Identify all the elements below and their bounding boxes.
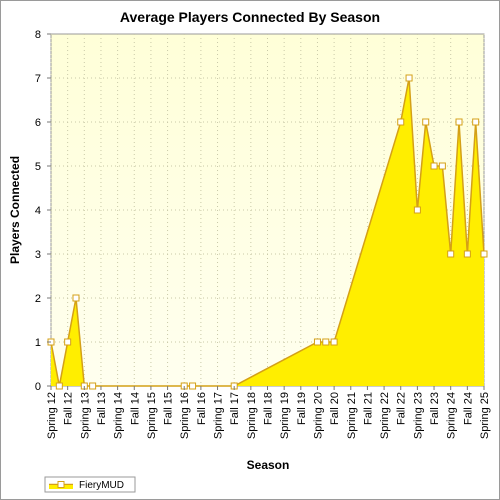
x-tick-label: Spring 19	[279, 392, 291, 439]
chart-title: Average Players Connected By Season	[120, 9, 380, 25]
data-point-marker	[55, 382, 63, 390]
data-point-marker	[64, 338, 72, 346]
y-tick-label: 3	[35, 249, 41, 261]
y-tick-label: 2	[35, 293, 41, 305]
x-tick-label: Spring 24	[446, 392, 458, 439]
y-tick-label: 8	[35, 29, 41, 41]
y-tick-label: 6	[35, 117, 41, 129]
x-tick-label: Fall 13	[96, 392, 108, 425]
x-tick-label: Fall 14	[129, 392, 141, 425]
data-point-marker	[438, 162, 446, 170]
legend-swatch-marker	[57, 481, 65, 488]
data-point-marker	[313, 338, 321, 346]
data-point-marker	[89, 382, 97, 390]
data-point-marker	[447, 250, 455, 258]
x-tick-label: Spring 14	[113, 392, 125, 439]
x-tick-label: Fall 15	[163, 392, 175, 425]
data-point-marker	[413, 206, 421, 214]
x-tick-label: Fall 16	[196, 392, 208, 425]
y-tick-label: 4	[35, 205, 41, 217]
data-point-marker	[405, 74, 413, 82]
x-tick-label: Spring 13	[79, 392, 91, 439]
x-tick-label: Fall 19	[296, 392, 308, 425]
x-tick-label: Spring 23	[412, 392, 424, 439]
y-tick-label: 1	[35, 337, 41, 349]
x-tick-label: Spring 16	[179, 392, 191, 439]
x-tick-label: Spring 20	[312, 392, 324, 439]
x-tick-label: Fall 18	[263, 392, 275, 425]
x-tick-label: Fall 12	[63, 392, 75, 425]
data-point-marker	[430, 162, 438, 170]
x-tick-label: Spring 15	[146, 392, 158, 439]
data-point-marker	[322, 338, 330, 346]
y-axis-ticks: 0 1 2 3 4 5 6 7 8	[35, 29, 51, 393]
x-axis-ticks: Spring 12 Fall 12 Spring 13 Fall 13 Spring 1…	[46, 386, 491, 439]
x-tick-label: Fall 17	[229, 392, 241, 425]
data-point-marker	[72, 294, 80, 302]
data-point-marker	[189, 382, 197, 390]
y-tick-label: 5	[35, 161, 41, 173]
x-tick-label: Spring 18	[246, 392, 258, 439]
x-tick-label: Spring 12	[46, 392, 58, 439]
x-tick-label: Fall 21	[362, 392, 374, 425]
y-axis-title: Players Connected	[8, 156, 22, 264]
data-point-marker	[472, 118, 480, 126]
legend-label-fieryMUD: FieryMUD	[79, 480, 124, 491]
data-point-marker	[330, 338, 338, 346]
data-point-marker	[455, 118, 463, 126]
data-point-marker	[422, 118, 430, 126]
y-tick-label: 0	[35, 381, 41, 393]
x-tick-label: Fall 23	[429, 392, 441, 425]
x-tick-label: Fall 24	[462, 392, 474, 425]
x-tick-label: Spring 21	[346, 392, 358, 439]
x-tick-label: Spring 25	[479, 392, 491, 439]
y-tick-label: 7	[35, 73, 41, 85]
series-area-fieryMUD	[51, 78, 484, 386]
x-tick-label: Spring 17	[213, 392, 225, 439]
data-point-marker	[480, 250, 488, 258]
data-point-marker	[463, 250, 471, 258]
x-tick-label: Fall 22	[396, 392, 408, 425]
legend: FieryMUD	[44, 476, 136, 493]
x-axis-title: Season	[247, 458, 290, 472]
x-tick-label: Fall 20	[329, 392, 341, 425]
data-point-marker	[397, 118, 405, 126]
x-tick-label: Spring 22	[379, 392, 391, 439]
